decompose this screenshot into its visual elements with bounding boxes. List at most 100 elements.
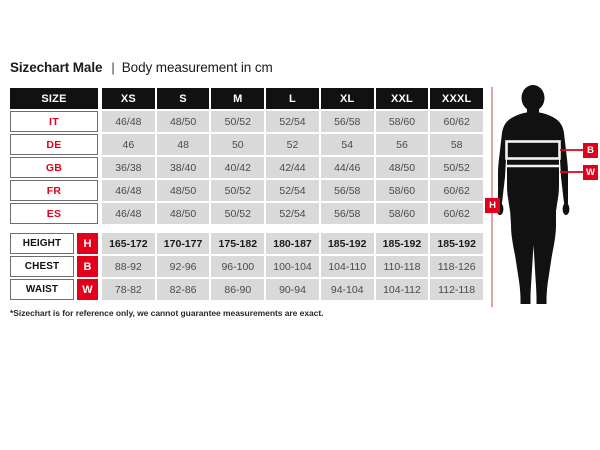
row-label-es: ES xyxy=(10,203,98,224)
table-header-row: SIZE XS S M L XL XXL XXXL xyxy=(10,88,484,109)
chest-measure-band xyxy=(505,140,561,160)
cell-es-m: 50/52 xyxy=(211,203,265,224)
cell-chest-xxxl: 118-126 xyxy=(430,256,484,277)
cell-de-xl: 54 xyxy=(320,134,374,155)
cell-fr-m: 50/52 xyxy=(211,180,265,201)
table-row-it: IT 46/48 48/50 50/52 52/54 56/58 58/60 6… xyxy=(10,111,484,132)
body-figure-panel: B W H xyxy=(483,85,600,315)
cell-chest-l: 100-104 xyxy=(266,256,319,277)
cell-es-xxxl: 60/62 xyxy=(430,203,484,224)
cell-gb-xl: 44/46 xyxy=(320,157,374,178)
cell-height-m: 175-182 xyxy=(211,233,265,254)
header-cell-xxxl: XXXL xyxy=(430,88,484,109)
title-subtitle-text: Body measurement in cm xyxy=(121,60,273,75)
cell-fr-xxl: 58/60 xyxy=(375,180,429,201)
cell-fr-s: 48/50 xyxy=(156,180,210,201)
cell-waist-m: 86-90 xyxy=(211,279,265,300)
cell-es-l: 52/54 xyxy=(266,203,319,224)
figure-chest-badge: B xyxy=(583,143,598,158)
cell-de-xxxl: 58 xyxy=(430,134,484,155)
table-row-de: DE 46 48 50 52 54 56 58 xyxy=(10,134,484,155)
cell-gb-xxxl: 50/52 xyxy=(430,157,484,178)
header-cell-l: L xyxy=(266,88,319,109)
cell-es-xs: 46/48 xyxy=(102,203,155,224)
table-row-gb: GB 36/38 38/40 40/42 42/44 44/46 48/50 5… xyxy=(10,157,484,178)
row-label-gb: GB xyxy=(10,157,98,178)
country-label-de: DE xyxy=(10,134,98,155)
cell-de-m: 50 xyxy=(211,134,265,155)
cell-waist-l: 90-94 xyxy=(266,279,319,300)
cell-chest-xl: 104-110 xyxy=(320,256,374,277)
cell-waist-xs: 78-82 xyxy=(102,279,155,300)
header-cell-s: S xyxy=(156,88,210,109)
cell-chest-xs: 88-92 xyxy=(102,256,155,277)
cell-it-xs: 46/48 xyxy=(102,111,155,132)
silhouette-body xyxy=(496,85,570,304)
table-row-height: HEIGHT H 165-172 170-177 175-182 180-187… xyxy=(10,233,484,254)
cell-it-s: 48/50 xyxy=(156,111,210,132)
row-label-waist: WAIST W xyxy=(10,279,98,300)
row-label-fr: FR xyxy=(10,180,98,201)
cell-it-xxl: 58/60 xyxy=(375,111,429,132)
cell-es-xxl: 58/60 xyxy=(375,203,429,224)
cell-it-xl: 56/58 xyxy=(320,111,374,132)
row-label-chest: CHEST B xyxy=(10,256,98,277)
chest-badge-icon: B xyxy=(77,256,98,277)
header-cell-xs: XS xyxy=(102,88,155,109)
male-silhouette-icon xyxy=(491,85,583,307)
measurement-name-chest: CHEST xyxy=(10,256,74,277)
cell-gb-m: 40/42 xyxy=(211,157,265,178)
header-cell-xl: XL xyxy=(320,88,374,109)
header-cell-xxl: XXL xyxy=(375,88,429,109)
cell-fr-xl: 56/58 xyxy=(320,180,374,201)
cell-de-l: 52 xyxy=(266,134,319,155)
size-chart-table: SIZE XS S M L XL XXL XXXL IT 46/48 48/50… xyxy=(10,88,484,302)
header-cell-m: M xyxy=(211,88,265,109)
waist-badge-icon: W xyxy=(77,279,98,300)
cell-it-xxxl: 60/62 xyxy=(430,111,484,132)
footnote-disclaimer: *Sizechart is for reference only, we can… xyxy=(10,308,324,318)
cell-fr-l: 52/54 xyxy=(266,180,319,201)
cell-es-s: 48/50 xyxy=(156,203,210,224)
cell-es-xl: 56/58 xyxy=(320,203,374,224)
cell-waist-s: 82-86 xyxy=(156,279,210,300)
figure-waist-badge: W xyxy=(583,165,598,180)
cell-gb-s: 38/40 xyxy=(156,157,210,178)
height-badge-icon: H xyxy=(77,233,98,254)
cell-height-xxl: 185-192 xyxy=(375,233,429,254)
measurement-label-waist: WAIST W xyxy=(10,279,98,300)
table-row-es: ES 46/48 48/50 50/52 52/54 56/58 58/60 6… xyxy=(10,203,484,224)
country-label-fr: FR xyxy=(10,180,98,201)
row-label-it: IT xyxy=(10,111,98,132)
cell-fr-xs: 46/48 xyxy=(102,180,155,201)
cell-height-xs: 165-172 xyxy=(102,233,155,254)
page-title: Sizechart Male | Body measurement in cm xyxy=(10,60,273,75)
measurement-label-height: HEIGHT H xyxy=(10,233,98,254)
cell-de-xs: 46 xyxy=(102,134,155,155)
cell-gb-l: 42/44 xyxy=(266,157,319,178)
row-label-de: DE xyxy=(10,134,98,155)
cell-it-l: 52/54 xyxy=(266,111,319,132)
measurement-label-chest: CHEST B xyxy=(10,256,98,277)
cell-chest-s: 92-96 xyxy=(156,256,210,277)
cell-it-m: 50/52 xyxy=(211,111,265,132)
cell-chest-m: 96-100 xyxy=(211,256,265,277)
figure-height-badge: H xyxy=(485,198,500,213)
country-label-it: IT xyxy=(10,111,98,132)
cell-height-s: 170-177 xyxy=(156,233,210,254)
cell-height-xl: 185-192 xyxy=(320,233,374,254)
cell-height-l: 180-187 xyxy=(266,233,319,254)
cell-waist-xl: 94-104 xyxy=(320,279,374,300)
cell-chest-xxl: 110-118 xyxy=(375,256,429,277)
row-label-height: HEIGHT H xyxy=(10,233,98,254)
cell-fr-xxxl: 60/62 xyxy=(430,180,484,201)
country-label-es: ES xyxy=(10,203,98,224)
title-main-text: Sizechart Male xyxy=(10,60,103,75)
table-row-fr: FR 46/48 48/50 50/52 52/54 56/58 58/60 6… xyxy=(10,180,484,201)
cell-waist-xxl: 104-112 xyxy=(375,279,429,300)
table-row-chest: CHEST B 88-92 92-96 96-100 100-104 104-1… xyxy=(10,256,484,277)
title-separator: | xyxy=(111,60,115,75)
measurement-name-height: HEIGHT xyxy=(10,233,74,254)
country-label-gb: GB xyxy=(10,157,98,178)
